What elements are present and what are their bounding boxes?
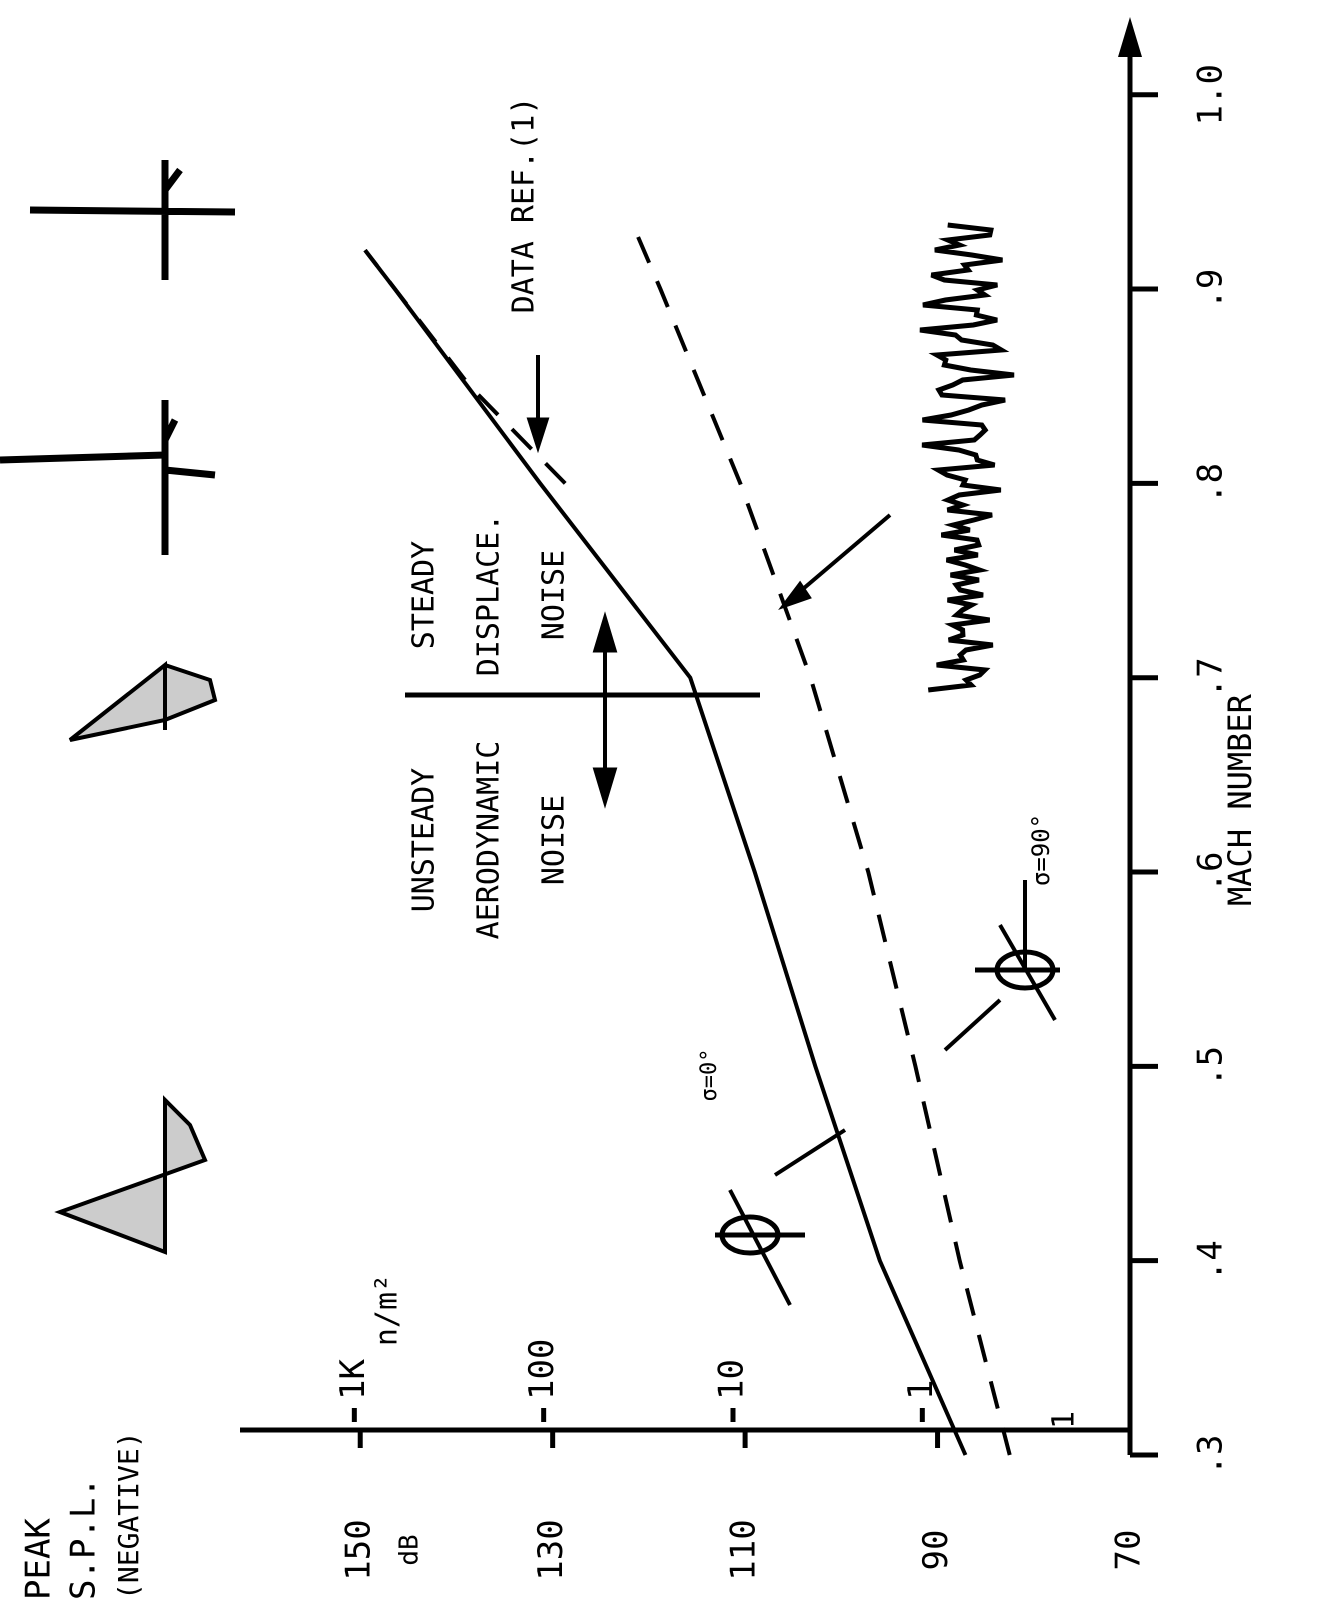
- annotation: UNSTEADY: [407, 768, 442, 913]
- arrow-head: [778, 580, 812, 611]
- pointer: [788, 513, 892, 602]
- x-tick-label: .9: [1191, 269, 1231, 310]
- y-axis-title: PEAK: [19, 1518, 59, 1600]
- waveform: [54, 1095, 208, 1255]
- x-tick-label: .8: [1191, 463, 1231, 504]
- annotation: AERODYNAMIC: [472, 741, 507, 940]
- y-unit: dB: [395, 1534, 425, 1565]
- x-tick-label: .7: [1191, 657, 1231, 698]
- arrow-heads: [592, 611, 618, 809]
- x-tick-label: .4: [1191, 1240, 1231, 1281]
- decorations: [0, 160, 1060, 1306]
- arrow-head: [526, 417, 550, 454]
- pointer: [943, 998, 1002, 1052]
- x-tick-label: .6: [1191, 852, 1231, 893]
- y2-tick-label: 1: [901, 1380, 941, 1400]
- y-tick-label: 130: [531, 1519, 571, 1580]
- y2-tick-label: 100: [522, 1339, 562, 1400]
- y2-tick-label: 10: [711, 1359, 751, 1400]
- waveform: [68, 660, 218, 742]
- pointer: [773, 1128, 847, 1177]
- annotation: DISPLACE.: [472, 514, 507, 677]
- annotation: σ=90°: [1027, 814, 1055, 886]
- y2-tick-label: 1K: [333, 1359, 373, 1400]
- annotation: NOISE: [537, 795, 572, 885]
- waveform: [29, 160, 236, 280]
- waveform: [0, 400, 216, 555]
- line-series: [363, 248, 567, 485]
- y-tick-label: 150: [339, 1519, 379, 1580]
- y-tick-label: 90: [916, 1530, 956, 1571]
- noise-trace: [919, 222, 1015, 693]
- symbol: [728, 1189, 792, 1306]
- annotation: NOISE: [537, 550, 572, 640]
- y2-unit: n/m²: [370, 1274, 405, 1346]
- annotation: STEADY: [407, 541, 442, 649]
- annotation: DATA REF.(1): [507, 97, 542, 314]
- y-tick-label: 70: [1109, 1530, 1149, 1571]
- y-axis-title: S.P.L.: [64, 1477, 104, 1600]
- x-axis-title: MACH NUMBER: [1221, 693, 1259, 906]
- line-series: [363, 248, 968, 1456]
- axis-arrow: [1118, 17, 1142, 57]
- x-tick-label: .5: [1191, 1046, 1231, 1087]
- y-axis-title: (NEGATIVE): [112, 1431, 145, 1600]
- y-tick-label: 110: [724, 1519, 764, 1580]
- annotation: σ=0°: [697, 1049, 722, 1102]
- symbol: [998, 923, 1057, 1022]
- x-tick-label: .3: [1191, 1435, 1231, 1476]
- x-tick-label: 1.0: [1191, 64, 1231, 125]
- annotation: 1: [1047, 1411, 1082, 1429]
